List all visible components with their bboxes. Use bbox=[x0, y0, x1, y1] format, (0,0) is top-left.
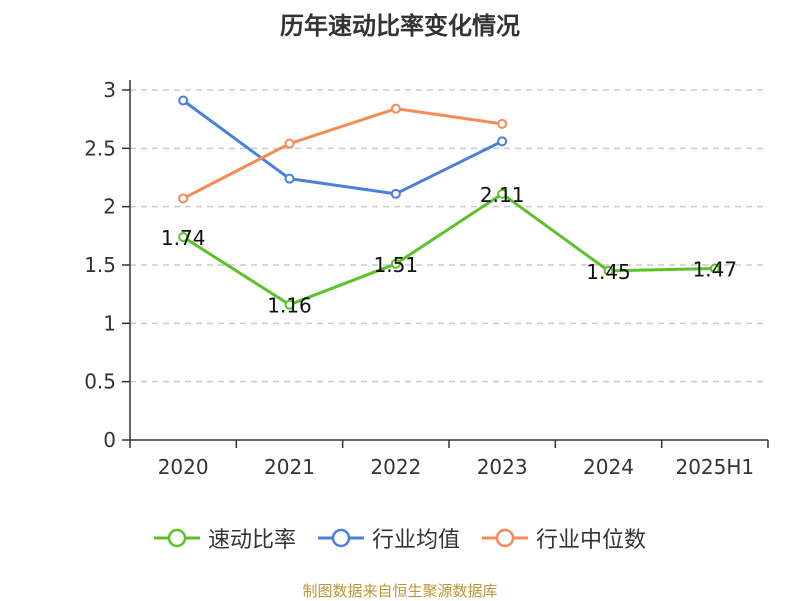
legend: 速动比率 行业均值 行业中位数 bbox=[0, 522, 800, 554]
data-labels: 1.74 1.16 1.51 2.11 1.45 1.47 bbox=[161, 183, 737, 318]
y-tick-label: 1 bbox=[103, 311, 116, 335]
data-point bbox=[392, 105, 400, 113]
series-lines bbox=[179, 97, 719, 309]
data-point bbox=[392, 190, 400, 198]
y-tick-label: 0 bbox=[103, 428, 116, 452]
data-point bbox=[498, 137, 506, 145]
data-point bbox=[179, 195, 187, 203]
legend-label: 行业中位数 bbox=[536, 522, 646, 554]
data-point bbox=[286, 175, 294, 183]
x-tick-label: 2021 bbox=[264, 455, 315, 479]
data-label: 2.11 bbox=[480, 183, 525, 207]
y-tick-label: 0.5 bbox=[84, 370, 116, 394]
x-tick-label: 2024 bbox=[583, 455, 634, 479]
y-tick-label: 1.5 bbox=[84, 253, 116, 277]
legend-item-quick-ratio[interactable]: 速动比率 bbox=[154, 522, 296, 554]
x-tick-label: 2025H1 bbox=[675, 455, 754, 479]
legend-item-industry-median[interactable]: 行业中位数 bbox=[482, 522, 646, 554]
x-tick-label: 2020 bbox=[158, 455, 209, 479]
legend-marker-icon bbox=[482, 527, 528, 549]
x-tick-label: 2023 bbox=[477, 455, 528, 479]
legend-label: 速动比率 bbox=[208, 522, 296, 554]
y-tick-label: 2.5 bbox=[84, 136, 116, 160]
y-tick-label: 3 bbox=[103, 78, 116, 102]
data-label: 1.47 bbox=[693, 258, 738, 282]
data-point bbox=[179, 97, 187, 105]
gridlines bbox=[130, 90, 768, 382]
data-point bbox=[498, 120, 506, 128]
y-tick-label: 2 bbox=[103, 195, 116, 219]
x-tick-label: 2022 bbox=[370, 455, 421, 479]
data-label: 1.51 bbox=[374, 253, 419, 277]
axes: 0 0.5 1 1.5 2 2.5 3 2020 2021 2022 2023 2024 2025H1 bbox=[84, 78, 768, 479]
series-line-0 bbox=[183, 194, 715, 305]
legend-item-industry-mean[interactable]: 行业均值 bbox=[318, 522, 460, 554]
legend-label: 行业均值 bbox=[372, 522, 460, 554]
data-point bbox=[286, 140, 294, 148]
series-line-1 bbox=[183, 101, 502, 194]
legend-marker-icon bbox=[154, 527, 200, 549]
data-label: 1.74 bbox=[161, 226, 206, 250]
data-label: 1.45 bbox=[586, 260, 631, 284]
legend-marker-icon bbox=[318, 527, 364, 549]
source-note: 制图数据来自恒生聚源数据库 bbox=[0, 580, 800, 601]
data-label: 1.16 bbox=[267, 294, 312, 318]
